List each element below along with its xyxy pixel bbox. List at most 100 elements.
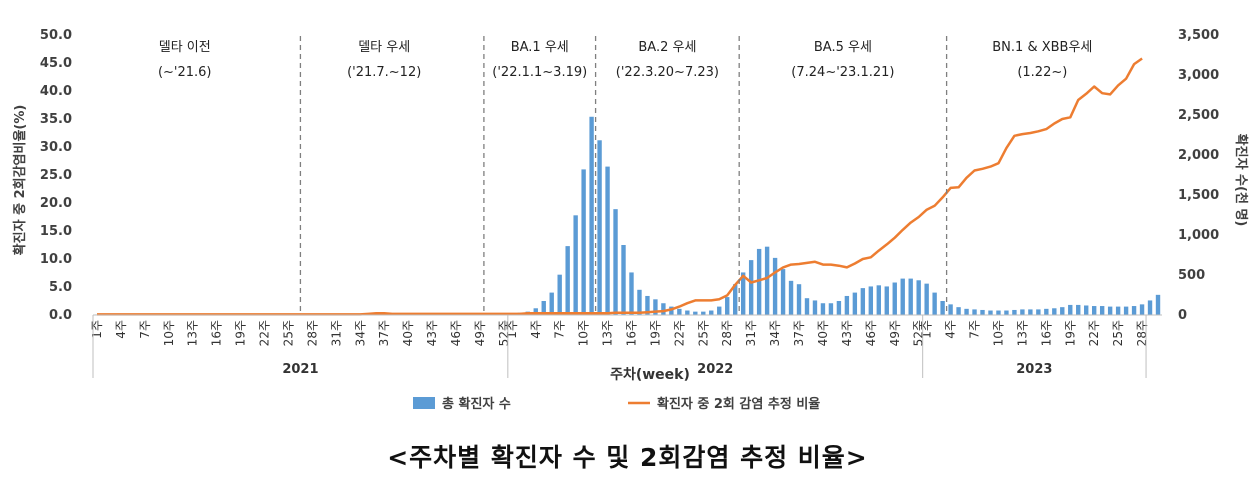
week-tick-label: 40주 bbox=[401, 320, 415, 346]
bar bbox=[1036, 309, 1041, 315]
week-tick-label: 31주 bbox=[744, 320, 758, 346]
week-tick-label: 4주 bbox=[529, 320, 543, 339]
left-axis-tick: 30.0 bbox=[40, 140, 72, 155]
week-tick-label: 37주 bbox=[377, 320, 391, 346]
week-tick-label: 37주 bbox=[792, 320, 806, 346]
bar bbox=[764, 246, 770, 315]
week-tick-label: 28주 bbox=[305, 320, 319, 346]
period-name: BA.5 우세 bbox=[814, 40, 872, 55]
bar bbox=[980, 309, 985, 315]
bar bbox=[1147, 300, 1153, 315]
bar bbox=[541, 301, 546, 315]
bar bbox=[876, 285, 881, 315]
bar bbox=[1115, 306, 1121, 315]
bar bbox=[573, 215, 578, 315]
week-tick-label: 49주 bbox=[888, 320, 902, 346]
bar bbox=[956, 307, 961, 315]
week-tick-label: 7주 bbox=[553, 320, 567, 339]
week-tick-label: 16주 bbox=[625, 320, 639, 346]
bar bbox=[621, 245, 626, 315]
bar bbox=[852, 292, 858, 315]
bar bbox=[677, 308, 682, 315]
period-name: BN.1 & XBB우세 bbox=[992, 40, 1092, 55]
bar bbox=[637, 289, 642, 315]
bar bbox=[884, 286, 889, 315]
bar bbox=[549, 292, 554, 315]
week-tick-label: 16주 bbox=[1039, 320, 1053, 346]
bar bbox=[796, 284, 802, 315]
bar bbox=[701, 311, 706, 315]
right-axis-tick: 2,500 bbox=[1178, 108, 1219, 123]
left-axis-tick: 45.0 bbox=[40, 56, 72, 71]
bar bbox=[900, 278, 905, 315]
bar bbox=[1155, 294, 1161, 315]
bar bbox=[748, 260, 754, 315]
right-axis-tick: 500 bbox=[1178, 268, 1205, 283]
bar bbox=[780, 269, 786, 315]
bar bbox=[597, 140, 602, 315]
bar bbox=[693, 311, 698, 315]
bar bbox=[613, 209, 618, 315]
bar bbox=[565, 246, 570, 315]
week-tick-label: 46주 bbox=[864, 320, 878, 346]
year-label: 2021 bbox=[282, 362, 318, 377]
week-tick-label: 52주 bbox=[497, 320, 511, 346]
bar bbox=[685, 310, 690, 315]
chart-caption: <주차별 확진자 수 및 2회감염 추정 비율> bbox=[387, 443, 868, 472]
bar bbox=[1052, 308, 1057, 315]
week-tick-label: 46주 bbox=[449, 320, 463, 346]
week-tick-label: 7주 bbox=[138, 320, 152, 339]
bar bbox=[1012, 309, 1017, 315]
week-tick-label: 34주 bbox=[353, 320, 367, 346]
week-tick-label: 49주 bbox=[473, 320, 487, 346]
bar bbox=[1004, 310, 1009, 315]
series-line bbox=[97, 57, 1143, 316]
bar bbox=[1020, 309, 1025, 315]
bar bbox=[725, 297, 730, 315]
bar bbox=[844, 295, 850, 315]
bar bbox=[772, 257, 778, 315]
bar bbox=[892, 282, 897, 315]
period-range: ('22.1.1~3.19) bbox=[492, 65, 587, 80]
bar bbox=[972, 309, 977, 315]
week-tick-label: 25주 bbox=[282, 320, 296, 346]
bar bbox=[1107, 306, 1113, 315]
week-tick-label: 34주 bbox=[768, 320, 782, 346]
bar bbox=[988, 310, 993, 315]
week-tick-label: 22주 bbox=[672, 320, 686, 346]
bar bbox=[948, 304, 953, 315]
left-axis-tick: 0.0 bbox=[49, 308, 72, 323]
week-tick-label: 4주 bbox=[114, 320, 128, 339]
week-tick-label: 13주 bbox=[1015, 320, 1029, 346]
week-tick-label: 25주 bbox=[1111, 320, 1125, 346]
year-label: 2023 bbox=[1016, 362, 1052, 377]
year-label: 2022 bbox=[697, 362, 733, 377]
bar bbox=[828, 303, 834, 315]
bar bbox=[788, 280, 794, 315]
bar bbox=[996, 310, 1001, 315]
right-axis-tick: 2,000 bbox=[1178, 148, 1219, 163]
bar bbox=[812, 300, 818, 315]
week-tick-label: 1주 bbox=[90, 320, 104, 339]
left-axis-tick: 40.0 bbox=[40, 84, 72, 99]
legend-line-label: 확진자 중 2회 감염 추정 비율 bbox=[657, 396, 820, 412]
chart-area: 0.0 5.0 10.0 15.0 20.0 25.0 30.0 35.0 40.0 45.0 50… bbox=[12, 28, 1249, 412]
bar bbox=[932, 292, 937, 315]
bar bbox=[669, 306, 674, 315]
week-tick-label: 43주 bbox=[840, 320, 854, 346]
bar bbox=[1084, 305, 1089, 315]
left-axis-tick: 5.0 bbox=[49, 280, 72, 295]
bar bbox=[605, 166, 610, 315]
right-axis-tick: 1,000 bbox=[1178, 228, 1219, 243]
bar bbox=[1099, 306, 1105, 315]
week-tick-label: 22주 bbox=[258, 320, 272, 346]
period-range: (~'21.6) bbox=[158, 65, 212, 80]
week-tick-label: 16주 bbox=[210, 320, 224, 346]
week-tick-label: 25주 bbox=[696, 320, 710, 346]
bar bbox=[908, 278, 913, 315]
bar bbox=[916, 280, 921, 315]
bar bbox=[756, 248, 762, 315]
week-tick-label: 19주 bbox=[1063, 320, 1077, 346]
period-range: (7.24~'23.1.21) bbox=[791, 65, 894, 80]
bar bbox=[804, 298, 810, 315]
